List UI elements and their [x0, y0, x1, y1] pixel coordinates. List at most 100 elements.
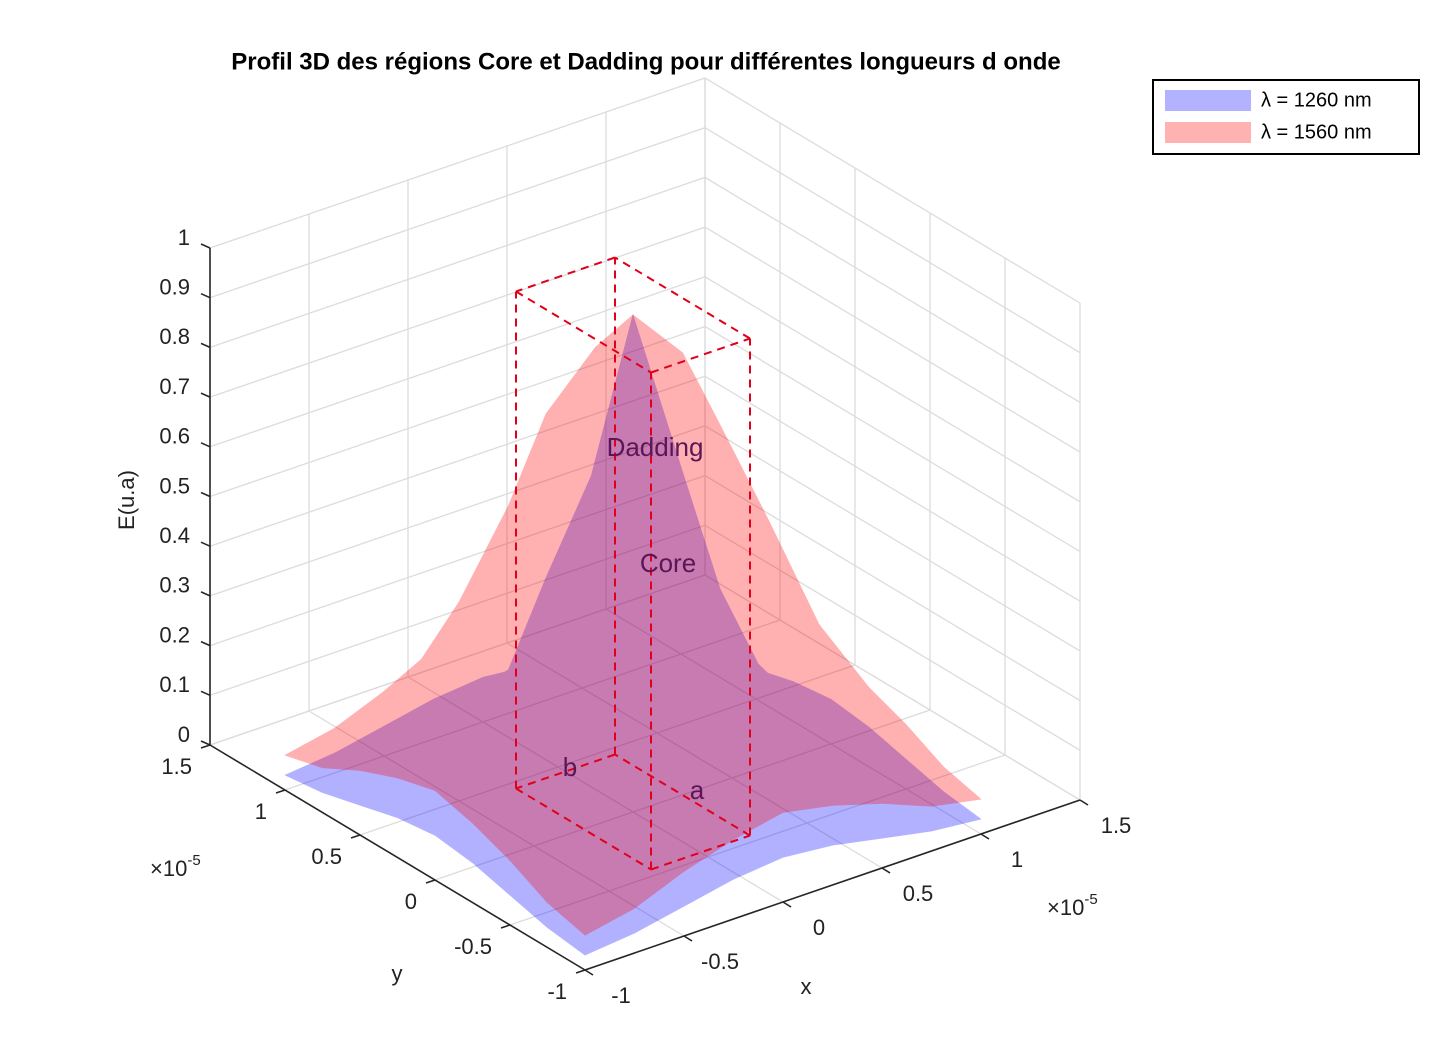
surface-patch: [595, 314, 683, 545]
y-tick: [275, 789, 286, 794]
surface-patch: [545, 314, 634, 579]
z-tick: [200, 442, 211, 448]
y-tick-label: 1: [255, 799, 267, 824]
surface-patch: [508, 466, 596, 671]
annotation: b: [563, 752, 577, 782]
surface-patch: [794, 703, 883, 806]
surface-patch: [434, 788, 523, 864]
surface-patch: [646, 826, 734, 907]
y-grid-line: [359, 168, 856, 836]
surface-patch: [569, 471, 658, 592]
surface-patch: [781, 686, 869, 728]
z-tick-label: 0.5: [159, 473, 190, 498]
y-axis-line: [209, 744, 586, 971]
annotation: Dadding: [607, 432, 704, 462]
surface-patch: [707, 717, 796, 806]
surface-patch: [509, 852, 598, 928]
surface-patch: [695, 700, 784, 840]
surface-patch: [532, 568, 620, 626]
surface-patch: [632, 314, 721, 590]
surface-patch: [608, 595, 697, 795]
surface-patch: [533, 386, 622, 591]
y-tick-label: 0: [405, 889, 417, 914]
surface-patch: [856, 686, 944, 768]
y-tick-label: 0.5: [311, 844, 342, 869]
surface-patch: [581, 650, 670, 660]
surface-patch: [644, 471, 733, 642]
surface-patch: [596, 858, 685, 934]
y-grid-line: [209, 78, 706, 746]
surface-patch: [856, 750, 944, 795]
surface-patch: [619, 648, 707, 662]
surface-patch: [532, 655, 620, 666]
surface-patch: [794, 790, 883, 846]
y-tick: [500, 924, 511, 929]
z-tick: [200, 541, 211, 547]
surface-patch: [743, 668, 832, 700]
y-grid-line: [284, 123, 781, 791]
surface-patch: [745, 792, 833, 858]
core-box-edge: [614, 753, 751, 837]
x-tick-label: 0: [813, 915, 825, 940]
y-tick-label: -0.5: [454, 934, 492, 959]
core-box-edge: [515, 290, 652, 374]
surface-patch: [359, 681, 448, 779]
surface-patch: [383, 691, 472, 727]
core-box-edge: [515, 256, 616, 293]
z-tick-label: 0: [178, 722, 190, 747]
surface-patch: [472, 815, 560, 896]
surface-patch: [521, 753, 610, 854]
surface-patch: [359, 762, 448, 819]
surface-patch: [769, 521, 857, 688]
surface-patch: [547, 855, 635, 936]
z-tick: [200, 392, 211, 398]
surface-patch: [322, 760, 410, 806]
surface-patch: [620, 511, 709, 761]
surface-patch: [371, 601, 460, 722]
legend: λ = 1260 nm λ = 1560 nm: [1152, 79, 1420, 155]
y-tick-label: -1: [547, 979, 567, 1004]
surface-patch: [521, 589, 610, 790]
core-box-edge: [515, 787, 652, 871]
x-tick-label: 1: [1011, 847, 1023, 872]
surface-patch: [656, 640, 745, 670]
y-tick: [575, 969, 586, 974]
surface-patch: [421, 505, 509, 660]
surface-patch: [658, 543, 746, 738]
surface-patch: [668, 656, 757, 670]
surface-patch: [470, 627, 559, 693]
surface-patch: [620, 391, 709, 597]
y-multiplier: ×10-5: [150, 852, 201, 881]
surface-patch: [484, 532, 572, 727]
surface-patch: [706, 660, 794, 683]
x-tick: [782, 901, 792, 908]
z-tick-label: 0.3: [159, 573, 190, 598]
surface-patch: [322, 698, 410, 771]
x-axis-line: [584, 799, 1081, 971]
y-tick: [200, 744, 211, 749]
z-tick: [200, 292, 211, 299]
surface-patch: [631, 638, 719, 660]
surface-patch: [470, 453, 559, 603]
z-tick: [200, 690, 211, 697]
legend-swatch: [1165, 90, 1251, 111]
surface-patch: [596, 793, 685, 909]
surface-patch: [670, 391, 758, 563]
y-tick-label: 1.5: [161, 754, 192, 779]
surface-patch: [334, 658, 422, 729]
core-box-edge: [650, 337, 751, 374]
surface-patch: [397, 770, 485, 836]
surface-patch: [658, 717, 746, 828]
x-tick-label: 0.5: [903, 881, 934, 906]
z-tick: [200, 640, 211, 647]
z-axis-label: E(u.a): [114, 470, 139, 530]
z-tick: [200, 243, 211, 249]
z-tick: [200, 342, 211, 349]
z-tick-label: 0.1: [159, 672, 190, 697]
z-tick-label: 0.4: [159, 523, 190, 548]
surface-patch: [559, 806, 647, 897]
z-tick-label: 0.2: [159, 622, 190, 647]
surface-patch: [458, 577, 547, 717]
surface-patch: [482, 565, 571, 633]
y-tick: [425, 879, 436, 884]
